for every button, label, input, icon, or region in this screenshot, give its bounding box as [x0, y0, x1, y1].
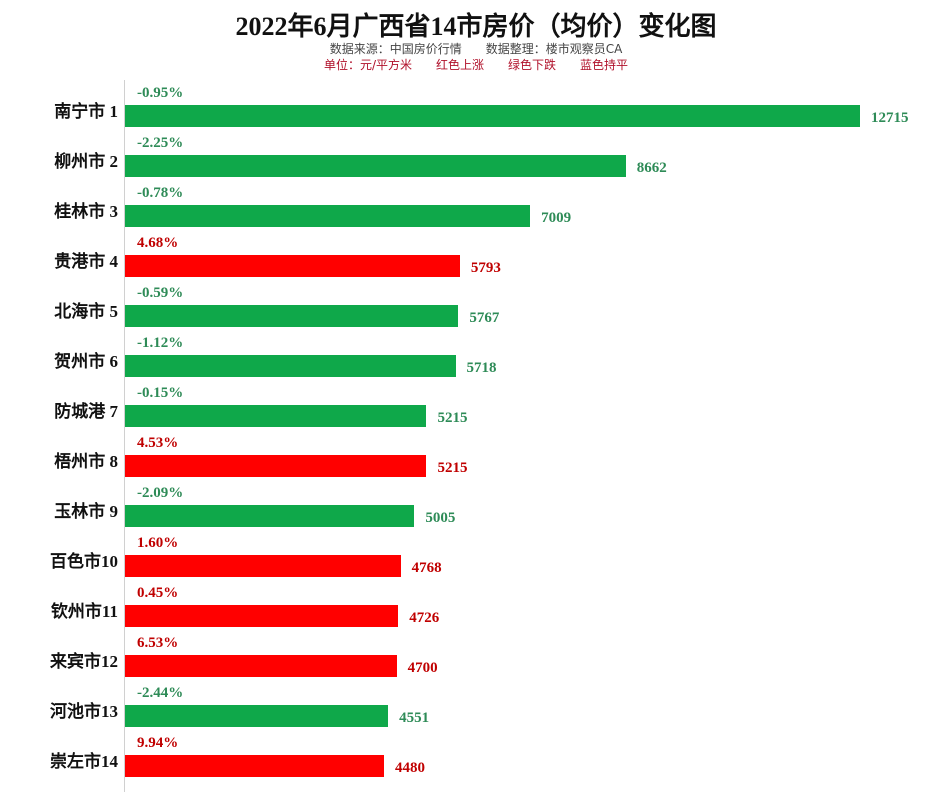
bar [125, 105, 860, 127]
bar [125, 505, 415, 527]
compiler-text: 数据整理：楼市观察员CA [485, 42, 623, 56]
bar [125, 655, 397, 677]
change-label: -2.09% [137, 485, 184, 501]
value-label: 5718 [466, 360, 497, 376]
y-axis-line [124, 80, 125, 792]
value-label: 4726 [409, 610, 440, 626]
category-label: 百色市10 [50, 552, 118, 571]
legend-red: 红色上涨 [436, 58, 485, 72]
subtitle-source: 数据来源：中国房价行情 数据整理：楼市观察员CA [0, 40, 952, 57]
value-label: 4768 [411, 560, 442, 576]
bar [125, 155, 626, 177]
category-label: 玉林市 9 [54, 502, 118, 521]
change-label: -0.78% [137, 185, 184, 201]
bar [125, 205, 531, 227]
change-label: -2.25% [137, 135, 184, 151]
chart-title: 2022年6月广西省14市房价（均价）变化图 [235, 12, 717, 41]
category-label: 柳州市 2 [54, 152, 118, 171]
change-label: -0.15% [137, 385, 184, 401]
value-label: 5793 [470, 260, 501, 276]
bar [125, 605, 399, 627]
source-text: 数据来源：中国房价行情 [329, 42, 462, 56]
bar [125, 555, 401, 577]
value-label: 4700 [407, 660, 438, 676]
change-label: -1.12% [137, 335, 184, 351]
category-label: 南宁市 1 [54, 102, 118, 121]
bar [125, 405, 427, 427]
value-label: 5215 [437, 410, 468, 426]
change-label: 9.94% [137, 735, 179, 751]
bar [125, 705, 389, 727]
legend-green: 绿色下跌 [508, 58, 557, 72]
value-label: 4480 [394, 760, 425, 776]
category-label: 北海市 5 [54, 302, 118, 321]
value-label: 12715 [871, 110, 909, 126]
category-label: 河池市13 [50, 702, 118, 721]
category-label: 钦州市11 [50, 602, 118, 621]
bar [125, 305, 459, 327]
category-label: 来宾市12 [50, 652, 118, 671]
value-label: 5005 [425, 510, 456, 526]
value-label: 8662 [636, 160, 667, 176]
change-label: -2.44% [137, 685, 184, 701]
legend-blue: 蓝色持平 [580, 58, 629, 72]
change-label: -0.95% [137, 85, 184, 101]
bar [125, 455, 427, 477]
subtitle-legend: 单位：元/平方米 红色上涨 绿色下跌 蓝色持平 [0, 56, 952, 73]
bar [125, 355, 456, 377]
change-label: -0.59% [137, 285, 184, 301]
category-label: 桂林市 3 [54, 202, 118, 221]
value-label: 7009 [541, 210, 572, 226]
bar [125, 255, 460, 277]
category-label: 梧州市 8 [54, 452, 118, 471]
change-label: 0.45% [137, 585, 179, 601]
change-label: 1.60% [137, 535, 179, 551]
unit-text: 单位：元/平方米 [323, 58, 412, 72]
category-label: 贺州市 6 [54, 352, 118, 371]
change-label: 4.68% [137, 235, 179, 251]
change-label: 4.53% [137, 435, 179, 451]
change-label: 6.53% [137, 635, 179, 651]
category-label: 贵港市 4 [54, 252, 118, 271]
value-label: 5767 [469, 310, 500, 326]
value-label: 5215 [437, 460, 468, 476]
value-label: 4551 [399, 710, 430, 726]
bar [125, 755, 384, 777]
category-label: 防城港 7 [54, 402, 118, 421]
category-label: 崇左市14 [50, 752, 118, 771]
